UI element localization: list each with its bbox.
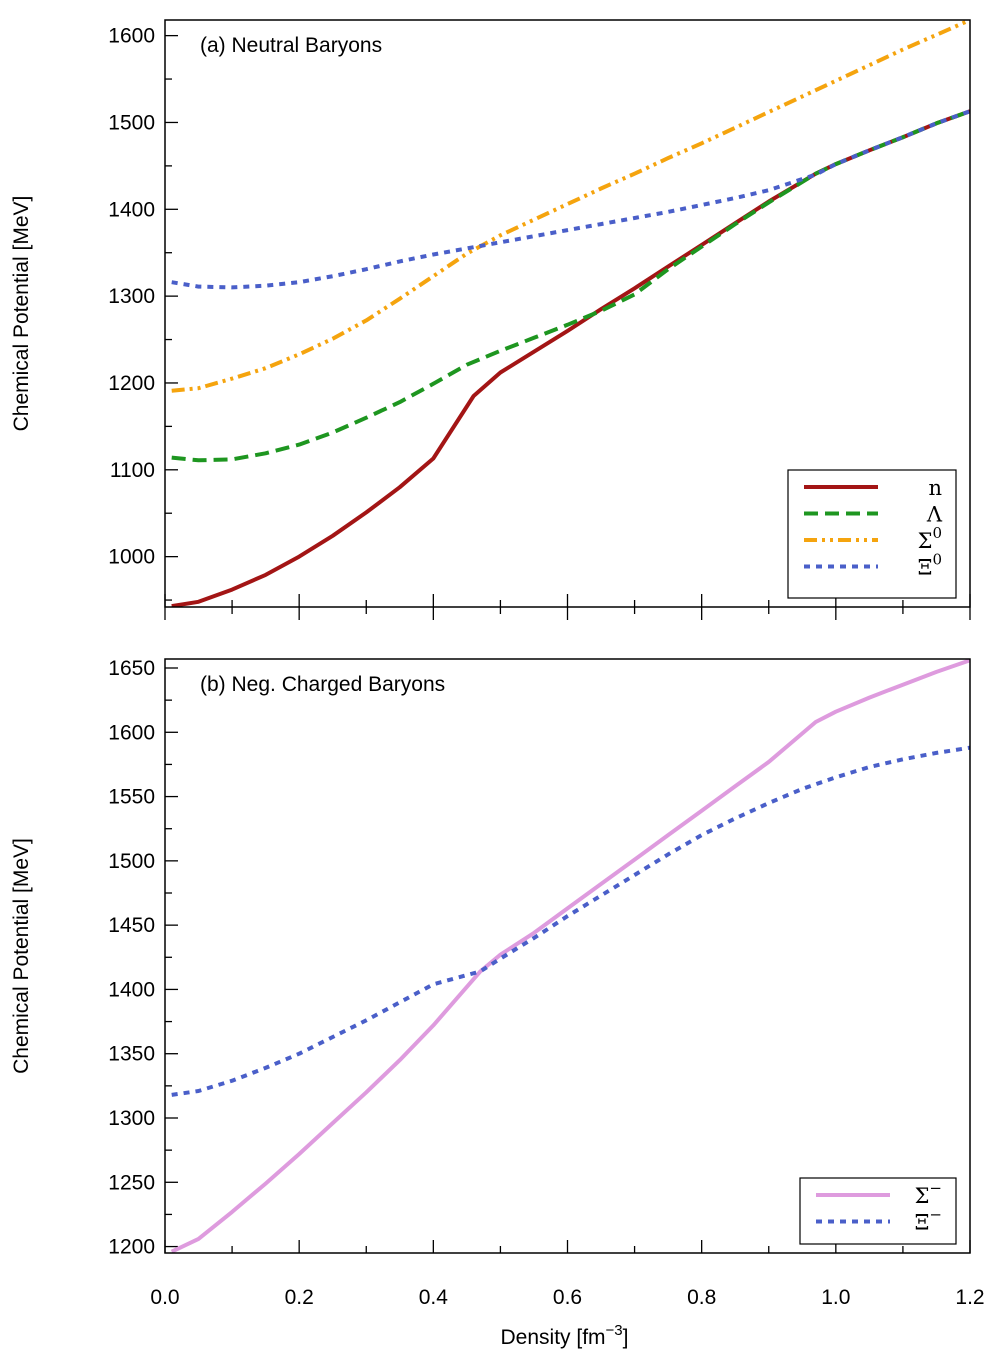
y-tick-label: 1600 [108,721,155,744]
x-tick-label: 0.6 [553,1286,582,1309]
y-tick-label: 1500 [108,850,155,873]
series-line-0 [171,20,970,393]
y-tick-label: 1400 [108,978,155,1001]
y-tick-label: 1400 [108,198,155,221]
y-tick-label: 1500 [108,111,155,134]
y-tick-label: 1300 [108,285,155,308]
y-axis-label: Chemical Potential [MeV] [10,196,33,432]
series-line-0 [171,109,970,290]
x-tick-label: 0.2 [285,1286,314,1309]
plot-frame [164,19,971,608]
y-tick-label: 1450 [108,914,155,937]
panel-label: (b) Neg. Charged Baryons [200,673,445,696]
x-axis-label: Density [fm−3] [501,1322,629,1349]
series-line--minus [171,745,970,1097]
y-tick-label: 1550 [108,786,155,809]
legend-label: n [928,476,942,500]
legend: Σ−Ξ− [799,1177,957,1245]
panel-b-neg-charged-baryons: 1200 1250 1300 1350 1400 1450 1500 1550 1600 1650… [10,657,985,1349]
legend-box [799,1177,957,1245]
y-tick-label: 1300 [108,1107,155,1130]
series-group [170,659,970,1253]
y-tick-label: 1350 [108,1043,155,1066]
y-tick-label: 1650 [108,657,155,680]
legend-label: Λ [926,503,943,527]
y-tick-label: 1100 [110,459,155,482]
legend-label: Σ0 [918,524,942,553]
x-tick-label: 0.8 [687,1286,716,1309]
x-tick-label: 1.0 [821,1286,850,1309]
x-tick-label: 1.2 [955,1286,984,1309]
y-tick-label: 1250 [108,1171,155,1194]
x-tick-label: 0.4 [419,1286,449,1309]
panel-a-neutral-baryons: 1000 1100 1200 1300 1400 1500 1600 (a) Neutral … [10,19,971,620]
y-axis-label: Chemical Potential [MeV] [10,838,33,1074]
series-line- [171,109,970,463]
y-tick-label: 1200 [108,372,155,395]
panel-label: (a) Neutral Baryons [200,34,382,57]
y-tick-label: 1600 [108,25,155,48]
legend-label: Ξ− [915,1206,942,1235]
series-group [171,20,970,607]
series-line--minus [170,659,970,1253]
legend-label: Ξ0 [918,551,942,580]
plot-frame [164,658,971,1254]
legend-box [787,469,957,599]
y-tick-label: 1200 [108,1236,155,1259]
x-tick-label: 0.0 [150,1286,179,1309]
legend-label: Σ− [915,1179,942,1208]
y-tick-label: 1000 [108,546,155,569]
